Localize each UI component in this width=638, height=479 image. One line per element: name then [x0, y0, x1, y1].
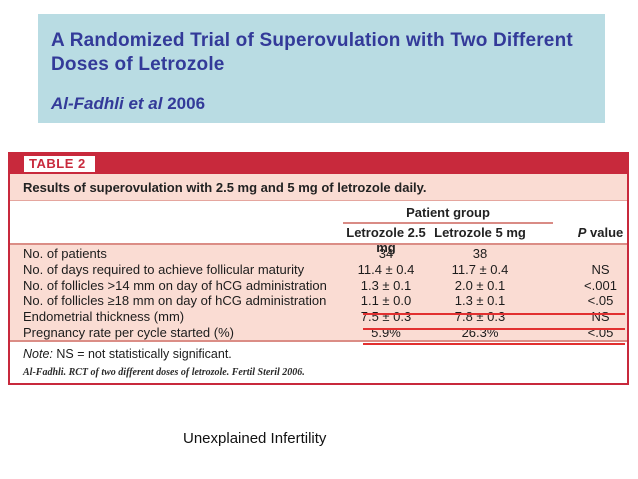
slide-citation: Al-Fadhli et al 2006: [51, 94, 589, 114]
column-header-letrozole-5: Letrozole 5 mg: [434, 225, 526, 240]
table-caption: Results of superovulation with 2.5 mg an…: [10, 174, 627, 201]
table-column-headers: Patient group Letrozole 2.5 mg Letrozole…: [10, 201, 627, 255]
table-figure: TABLE 2 Results of superovulation with 2…: [8, 152, 629, 385]
table-body: No. of patients 34 38 No. of days requir…: [10, 245, 627, 342]
red-highlight-line-middle: [363, 328, 625, 330]
column-header-letrozole-2-5: Letrozole 2.5 mg: [346, 225, 426, 255]
table-source-citation: Al-Fadhli. RCT of two different doses of…: [23, 367, 305, 378]
table-row-endometrial: Endometrial thickness (mm) 7.5 ± 0.3 7.8…: [23, 309, 610, 325]
table-note: Note: NS = not statistically significant…: [23, 347, 232, 361]
table-row: No. of patients 34 38: [23, 246, 488, 261]
citation-authors: Al-Fadhli et al: [51, 94, 163, 113]
slide-title-line-1: A Randomized Trial of Superovulation wit…: [51, 30, 573, 51]
patient-group-header: Patient group: [343, 205, 553, 224]
table-row: No. of days required to achieve follicul…: [23, 261, 610, 277]
bottom-caption: Unexplained Infertility: [183, 430, 327, 447]
table-row: No. of follicles ≥18 mm on day of hCG ad…: [23, 293, 614, 309]
slide-title-line-2: Doses of Letrozole: [51, 54, 225, 75]
red-highlight-line-bottom: [363, 343, 625, 345]
column-header-row: Letrozole 2.5 mg Letrozole 5 mg P value: [10, 225, 627, 255]
red-highlight-line-top: [363, 313, 625, 315]
table-header-bar: TABLE 2: [10, 154, 627, 174]
table-row: No. of follicles >14 mm on day of hCG ad…: [23, 277, 617, 293]
table-footer: Note: NS = not statistically significant…: [10, 342, 627, 378]
citation-year: 2006: [167, 94, 206, 113]
column-header-p-value: P value: [577, 225, 624, 240]
title-box: A Randomized Trial of Superovulation wit…: [38, 14, 605, 123]
row-label-column-header: [10, 225, 340, 255]
table-number-label: TABLE 2: [24, 156, 95, 172]
